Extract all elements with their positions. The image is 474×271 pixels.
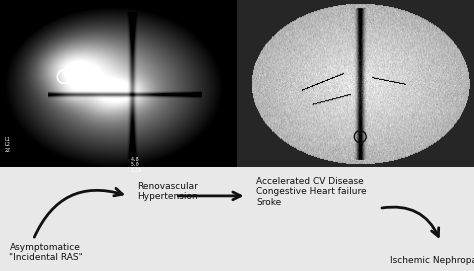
Text: Ischemic Nephropathy: Ischemic Nephropathy	[390, 256, 474, 265]
Text: Accelerated CV Disease
Congestive Heart failure
Sroke: Accelerated CV Disease Congestive Heart …	[256, 177, 366, 207]
Text: L1
L2
2Z: L1 L2 2Z	[5, 137, 10, 153]
Text: Renovascular
Hypertension: Renovascular Hypertension	[137, 182, 198, 201]
Text: Asymptomatice
"Incidental RAS": Asymptomatice "Incidental RAS"	[9, 243, 83, 262]
Text: 4.8
5.0
1.26: 4.8 5.0 1.26	[130, 157, 142, 173]
